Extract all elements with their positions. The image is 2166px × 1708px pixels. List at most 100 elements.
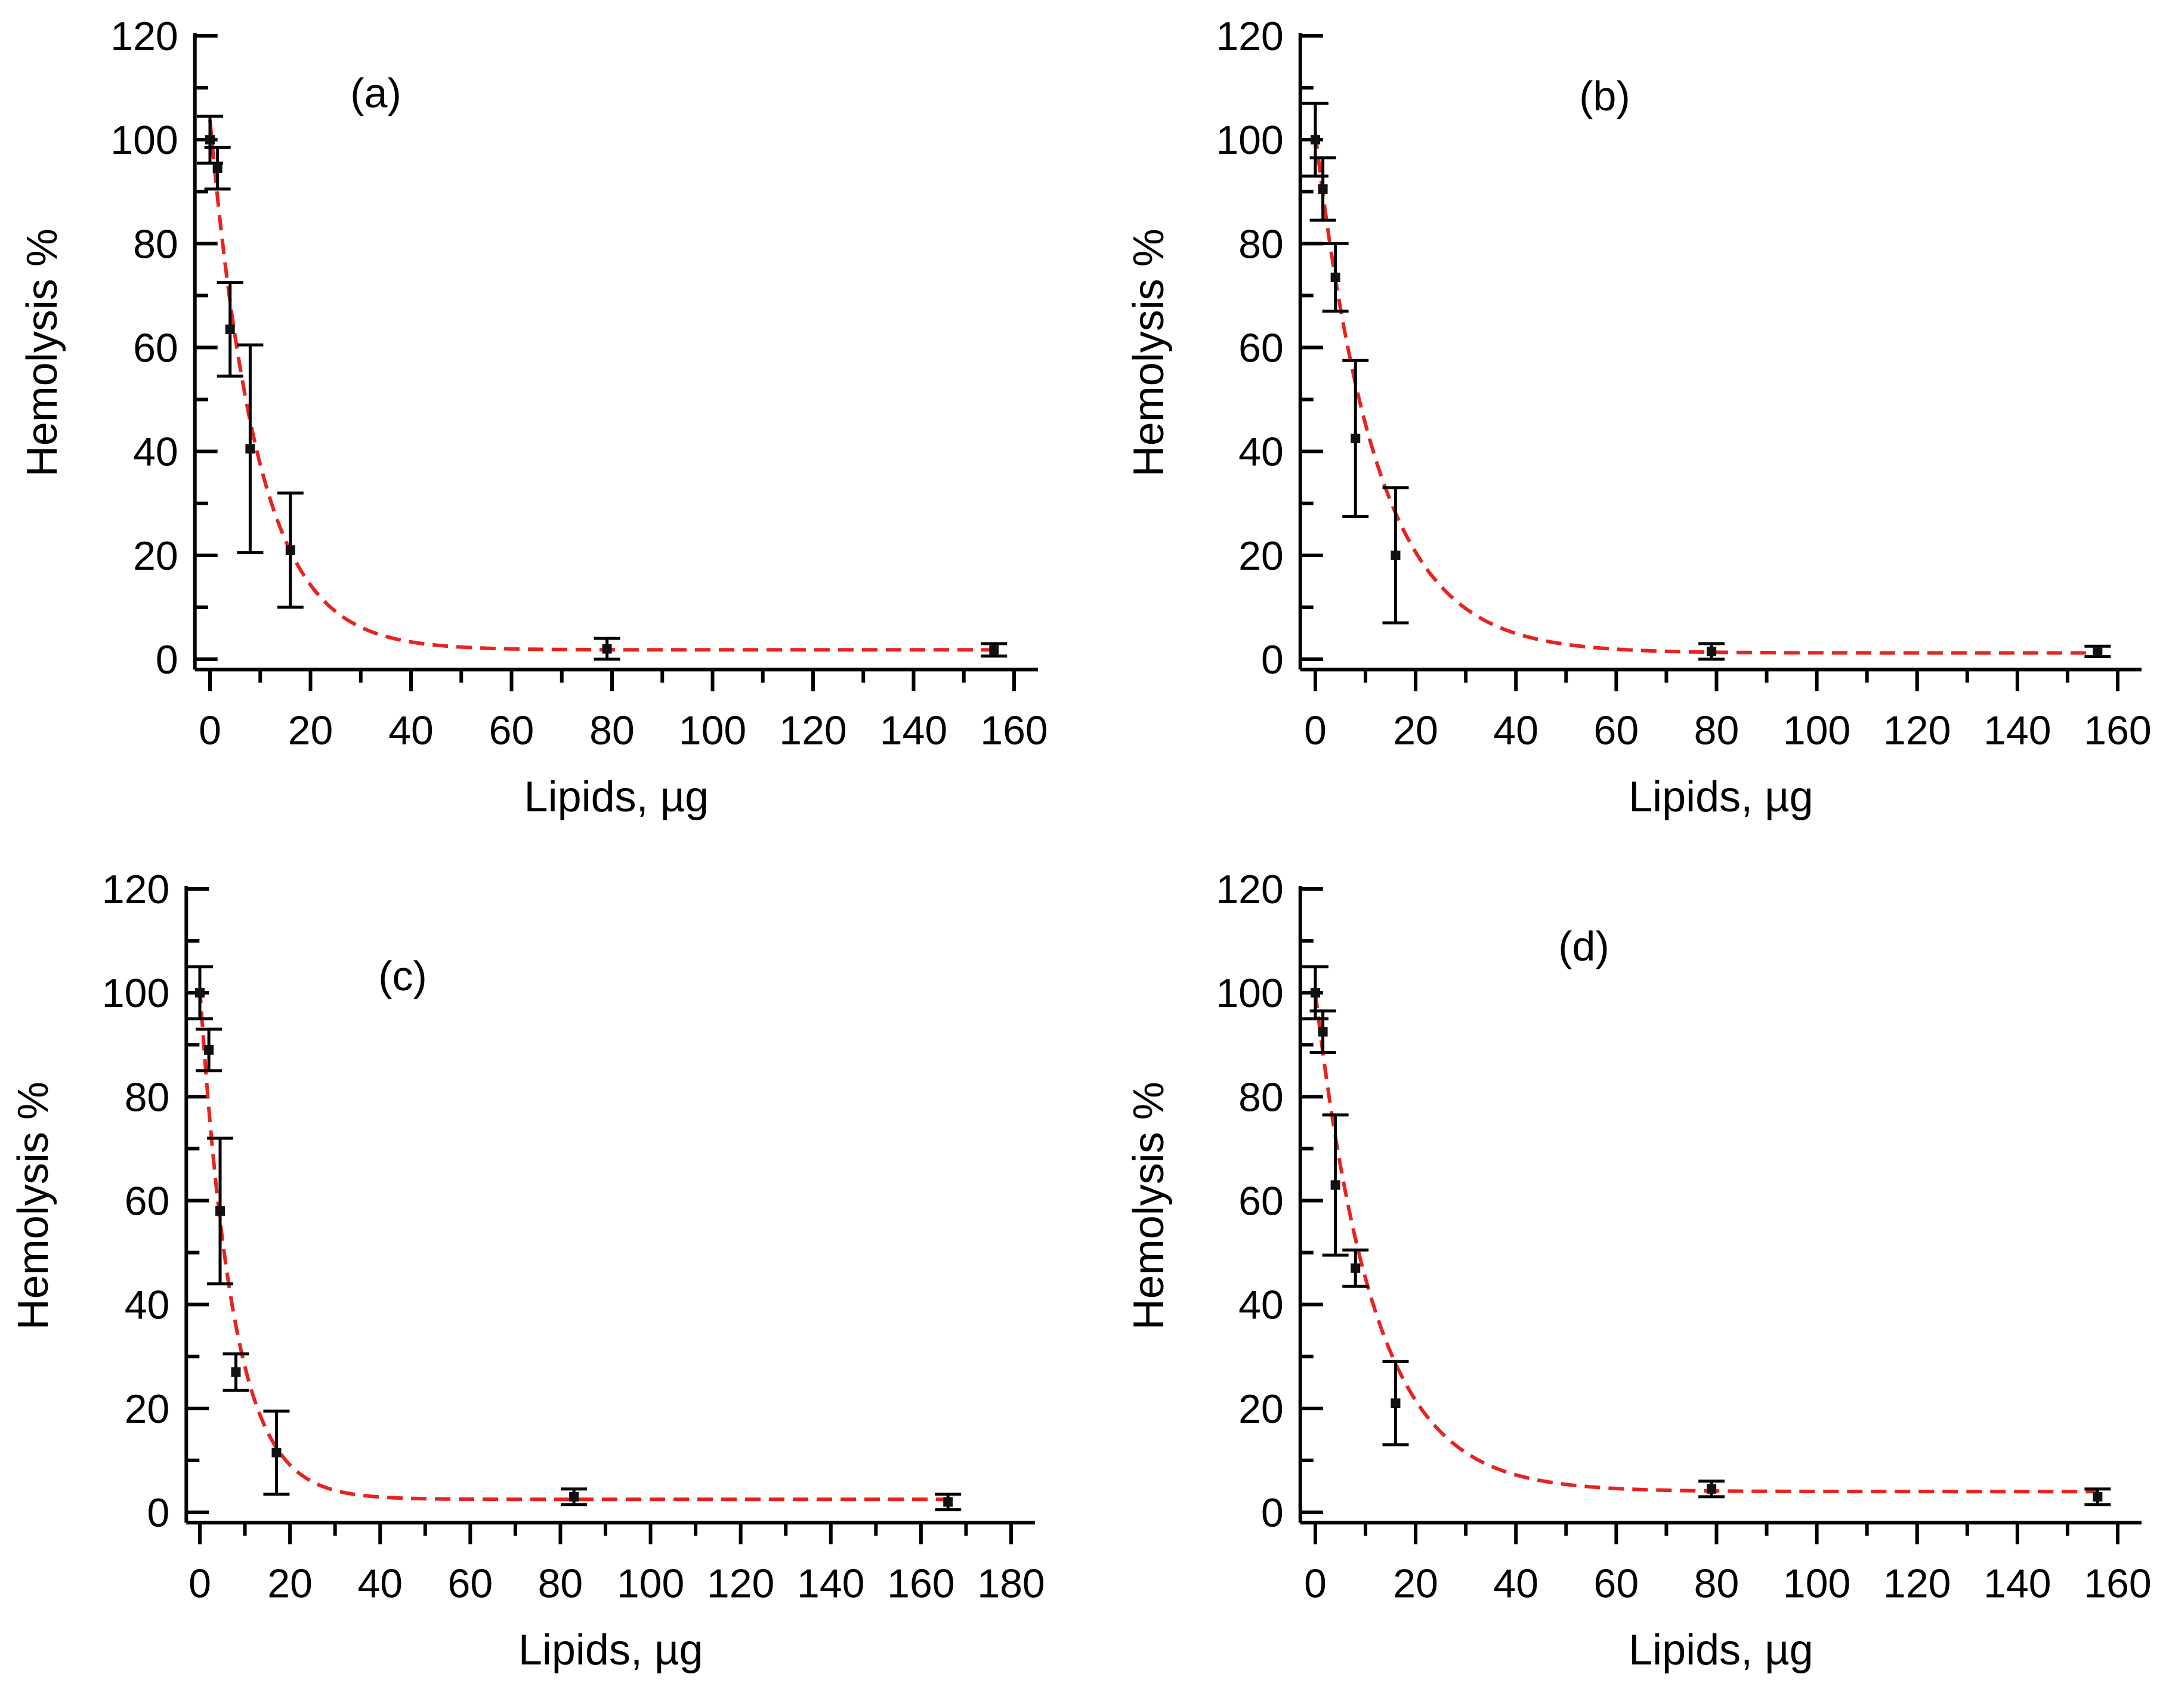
panel-a: 0 20 40 60 80 100 120 0 20 40 60 80 100 120 140 160 Lipi… bbox=[18, 14, 1048, 821]
data-point bbox=[204, 1045, 214, 1055]
x-tick-label: 120 bbox=[707, 1561, 774, 1606]
x-tick-label: 140 bbox=[1983, 708, 2051, 753]
x-tick-label: 140 bbox=[1983, 1561, 2051, 1606]
y-tick-label: 0 bbox=[156, 637, 178, 682]
x-tick-label: 160 bbox=[2084, 1561, 2151, 1606]
x-tick-label: 120 bbox=[1883, 708, 1951, 753]
fit-curve bbox=[198, 987, 948, 1502]
y-tick-label: 120 bbox=[102, 867, 169, 912]
y-tick-label: 120 bbox=[110, 14, 178, 59]
data-point bbox=[1318, 184, 1328, 194]
data-point bbox=[1318, 1027, 1328, 1037]
data-point bbox=[212, 163, 223, 174]
x-tick-label: 100 bbox=[617, 1561, 684, 1606]
data-point bbox=[1330, 1180, 1340, 1190]
x-tick-label: 120 bbox=[1883, 1561, 1951, 1606]
x-tick-label: 40 bbox=[1493, 1561, 1538, 1606]
panel-c: 0 20 40 60 80 100 120 0 20 40 60 80 100 120 140 160 180 L… bbox=[10, 867, 1045, 1674]
y-tick-label: 0 bbox=[147, 1490, 170, 1536]
fit-curve bbox=[1314, 133, 2098, 655]
x-tick-label: 60 bbox=[1594, 1561, 1639, 1606]
fit-curve bbox=[208, 119, 994, 652]
x-axis-title: Lipids, µg bbox=[524, 773, 709, 821]
panel-label: (d) bbox=[1558, 923, 1609, 969]
y-tick-label: 120 bbox=[1216, 14, 1283, 59]
x-tick-label: 160 bbox=[2084, 708, 2151, 753]
y-tick-label: 80 bbox=[133, 221, 178, 267]
data-point bbox=[195, 988, 205, 998]
y-tick-label: 80 bbox=[1238, 1074, 1284, 1120]
data-point bbox=[1311, 135, 1320, 145]
x-axis-title: Lipids, µg bbox=[1629, 773, 1813, 821]
x-tick-label: 80 bbox=[589, 708, 635, 753]
y-tick-label: 80 bbox=[125, 1074, 170, 1120]
y-tick-label: 60 bbox=[133, 326, 178, 371]
x-tick-label: 40 bbox=[1493, 708, 1538, 753]
data-point bbox=[989, 645, 999, 655]
data-point bbox=[1311, 988, 1320, 998]
y-axis-title: Hemolysis % bbox=[1125, 1082, 1173, 1330]
data-point bbox=[1707, 1484, 1717, 1494]
x-tick-label: 180 bbox=[977, 1561, 1045, 1606]
data-point bbox=[245, 444, 255, 454]
x-tick-label: 20 bbox=[1393, 708, 1438, 753]
y-tick-label: 100 bbox=[1216, 971, 1283, 1016]
y-tick-label: 100 bbox=[102, 971, 169, 1016]
x-tick-label: 100 bbox=[679, 708, 746, 753]
y-tick-label: 20 bbox=[1238, 1386, 1284, 1432]
data-point bbox=[1351, 1263, 1361, 1273]
y-tick-label: 100 bbox=[1216, 118, 1283, 163]
y-axis-title: Hemolysis % bbox=[1125, 228, 1173, 477]
y-tick-label: 80 bbox=[1238, 221, 1284, 267]
x-tick-label: 0 bbox=[1304, 708, 1327, 753]
x-tick-label: 0 bbox=[189, 1561, 211, 1606]
x-tick-label: 80 bbox=[1694, 708, 1739, 753]
panel-label: (c) bbox=[378, 953, 427, 999]
data-point bbox=[2093, 646, 2103, 656]
y-tick-label: 40 bbox=[1238, 430, 1284, 475]
data-point bbox=[285, 545, 295, 555]
data-point bbox=[215, 1206, 225, 1216]
data-point bbox=[231, 1367, 241, 1377]
data-point bbox=[602, 644, 612, 654]
data-point bbox=[271, 1447, 282, 1457]
x-tick-label: 120 bbox=[779, 708, 846, 753]
x-tick-label: 60 bbox=[489, 708, 534, 753]
x-tick-label: 160 bbox=[887, 1561, 954, 1606]
x-tick-label: 80 bbox=[538, 1561, 583, 1606]
y-tick-label: 20 bbox=[1238, 533, 1284, 579]
data-point bbox=[2093, 1491, 2103, 1502]
x-tick-label: 160 bbox=[980, 708, 1048, 753]
data-point bbox=[943, 1497, 953, 1507]
x-tick-label: 40 bbox=[357, 1561, 403, 1606]
y-tick-label: 60 bbox=[1238, 1179, 1284, 1224]
data-point bbox=[225, 325, 235, 335]
data-point bbox=[1330, 272, 1340, 282]
x-tick-label: 40 bbox=[388, 708, 434, 753]
y-tick-label: 60 bbox=[1238, 326, 1284, 371]
x-tick-label: 60 bbox=[448, 1561, 493, 1606]
y-tick-label: 0 bbox=[1261, 1490, 1284, 1536]
fit-curve bbox=[1314, 992, 2098, 1494]
data-point bbox=[1391, 1398, 1401, 1409]
data-point bbox=[1351, 433, 1361, 443]
y-tick-label: 40 bbox=[1238, 1283, 1284, 1328]
panel-label: (b) bbox=[1579, 73, 1630, 119]
x-tick-label: 20 bbox=[1393, 1561, 1438, 1606]
x-axis-title: Lipids, µg bbox=[1629, 1626, 1813, 1674]
data-point bbox=[1391, 550, 1401, 560]
y-tick-label: 20 bbox=[133, 533, 178, 579]
y-tick-label: 20 bbox=[125, 1386, 170, 1432]
x-tick-label: 20 bbox=[267, 1561, 313, 1606]
x-axis-title: Lipids, µg bbox=[518, 1626, 703, 1674]
x-tick-label: 20 bbox=[288, 708, 333, 753]
y-tick-label: 60 bbox=[125, 1179, 170, 1224]
panel-b: 0 20 40 60 80 100 120 0 20 40 60 80 100 120 140 160 Lipi… bbox=[1125, 14, 2152, 821]
x-tick-label: 140 bbox=[797, 1561, 864, 1606]
x-tick-label: 60 bbox=[1594, 708, 1639, 753]
x-tick-label: 0 bbox=[199, 708, 221, 753]
panel-label: (a) bbox=[350, 70, 401, 116]
x-tick-label: 100 bbox=[1783, 1561, 1850, 1606]
data-point bbox=[1707, 646, 1717, 656]
